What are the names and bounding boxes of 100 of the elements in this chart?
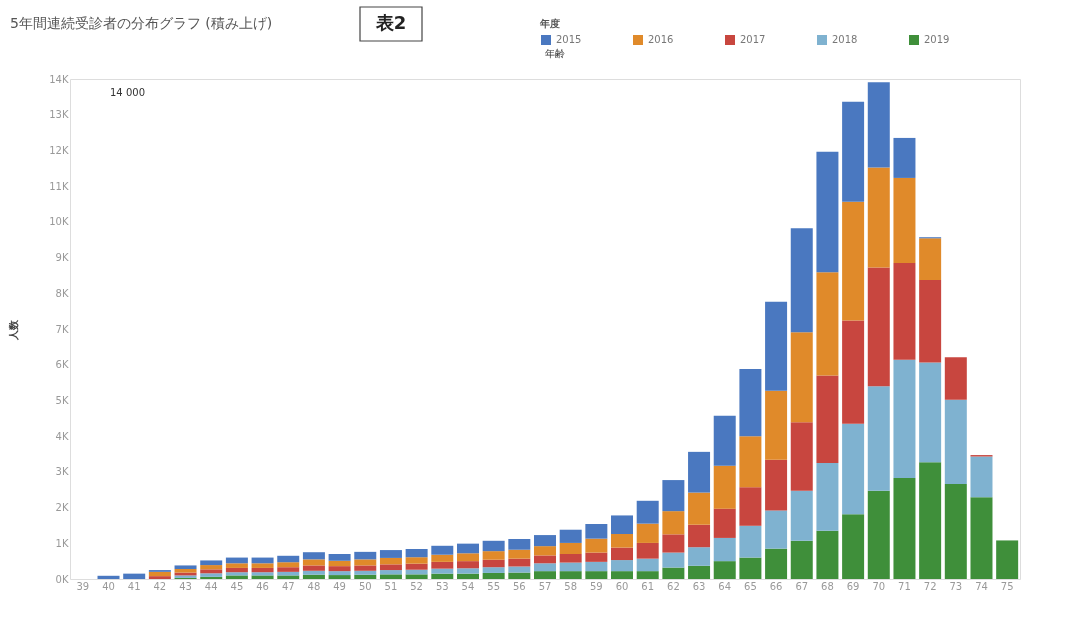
chart-title: 5年間連続受診者の分布グラフ (積み上げ) xyxy=(10,15,273,31)
x-tick-label: 50 xyxy=(358,580,372,592)
y-tick-label: 2K xyxy=(55,502,69,514)
x-tick-label: 54 xyxy=(461,580,475,592)
bar xyxy=(790,540,813,579)
x-tick-label: 40 xyxy=(102,580,115,592)
x-tick-label: 75 xyxy=(1000,580,1014,592)
bar xyxy=(842,423,865,515)
bar xyxy=(508,539,531,550)
bar xyxy=(482,551,505,560)
bar xyxy=(867,267,890,387)
bar xyxy=(534,571,556,579)
bar xyxy=(251,567,274,573)
bar xyxy=(200,560,223,566)
bar xyxy=(482,572,505,579)
bar xyxy=(688,565,711,579)
bar xyxy=(816,462,839,531)
bar xyxy=(919,238,942,281)
bar xyxy=(636,558,659,572)
x-tick-label: 66 xyxy=(769,580,783,592)
legend-label: 2019 xyxy=(924,34,950,45)
bar xyxy=(944,399,967,484)
bar xyxy=(585,538,608,553)
bar xyxy=(302,570,325,575)
bar xyxy=(585,571,608,579)
bar xyxy=(662,567,685,579)
bar xyxy=(508,549,531,559)
bar xyxy=(790,490,813,541)
bar xyxy=(636,523,659,543)
bar xyxy=(739,557,762,579)
x-tick-label: 49 xyxy=(333,580,346,592)
bar xyxy=(302,559,325,566)
bar xyxy=(302,552,325,560)
bar xyxy=(431,545,454,555)
bar xyxy=(379,564,402,571)
bar xyxy=(405,549,428,558)
bar xyxy=(893,359,916,478)
bar xyxy=(970,497,993,579)
bar xyxy=(559,571,582,579)
bar xyxy=(790,228,813,333)
bar xyxy=(456,568,479,574)
legend-label: 2016 xyxy=(648,34,674,45)
bar xyxy=(688,524,711,548)
x-tick-label: 57 xyxy=(538,580,552,592)
bar xyxy=(456,573,479,579)
bar xyxy=(97,575,120,579)
bar xyxy=(379,557,402,565)
bar xyxy=(302,574,325,579)
bar xyxy=(765,548,788,579)
bar xyxy=(790,422,813,491)
bar xyxy=(405,574,428,579)
bar xyxy=(739,369,762,437)
x-tick-label: 58 xyxy=(564,580,578,592)
bar xyxy=(611,547,634,561)
bar xyxy=(148,571,171,577)
bar xyxy=(277,562,300,568)
y-tick-label: 1K xyxy=(55,537,69,549)
bar xyxy=(225,563,248,568)
x-tick-label: 42 xyxy=(153,580,167,592)
bar xyxy=(302,565,325,571)
y-tick-label: 0K xyxy=(55,573,69,585)
x-tick-label: 67 xyxy=(795,580,809,592)
bar xyxy=(842,201,865,321)
bar xyxy=(354,570,377,575)
bar xyxy=(739,436,762,488)
bar xyxy=(405,557,428,564)
bar xyxy=(893,177,916,263)
bar xyxy=(559,562,582,572)
bar xyxy=(431,561,454,569)
bar xyxy=(482,567,505,573)
bar xyxy=(174,565,197,569)
bar xyxy=(662,552,685,568)
bar xyxy=(431,568,454,574)
bar xyxy=(739,525,762,558)
legend-label: 2018 xyxy=(832,34,858,45)
x-tick-label: 52 xyxy=(410,580,423,592)
y-axis-title: 人数 xyxy=(8,318,20,341)
bar xyxy=(893,262,916,360)
x-tick-label: 70 xyxy=(872,580,886,592)
bar xyxy=(456,553,479,562)
bar xyxy=(688,492,711,525)
bar xyxy=(662,480,685,512)
bar xyxy=(765,390,788,460)
bar xyxy=(534,563,556,572)
x-tick-label: 55 xyxy=(487,580,501,592)
bar xyxy=(842,320,865,424)
bar xyxy=(277,567,300,572)
bar xyxy=(919,280,942,363)
bar xyxy=(816,530,839,579)
bar xyxy=(919,462,942,579)
bar xyxy=(379,574,402,579)
bar xyxy=(867,490,890,579)
bar xyxy=(662,534,685,553)
y-tick-label: 3K xyxy=(55,466,69,478)
bar xyxy=(713,537,736,562)
bar xyxy=(585,524,608,539)
bar xyxy=(816,151,839,273)
bar xyxy=(559,542,582,554)
x-tick-label: 43 xyxy=(179,580,192,592)
y-tick-label: 12K xyxy=(49,144,69,156)
